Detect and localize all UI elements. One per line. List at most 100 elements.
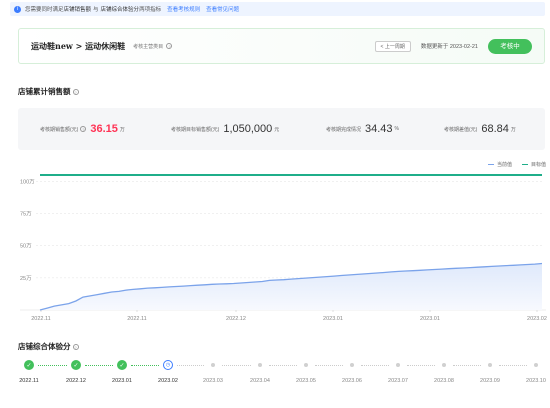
- notice-text-e: 两项指标: [139, 7, 162, 13]
- legend-swatch-target: [521, 163, 528, 166]
- sales-section-title: 店铺累计销售额 ?: [18, 86, 79, 97]
- view-rules-link[interactable]: 查看考核规则: [167, 7, 201, 13]
- legend-swatch-current: [487, 163, 494, 166]
- y-tick-label: 50万: [20, 243, 32, 250]
- timeline-label: 2023.04: [250, 378, 270, 384]
- stat-unit: 万: [119, 126, 125, 133]
- timeline-node-2023.05[interactable]: 2023.05: [286, 360, 326, 384]
- x-tick-label: 2022.11: [31, 316, 50, 322]
- timeline-connector: [499, 365, 527, 366]
- timeline-connector: [38, 365, 67, 366]
- y-tick-label: 75万: [20, 211, 32, 218]
- sales-line-chart: 100万 75万 50万 25万 2022.11 2022.11 2022.12 2023.0…: [0, 155, 550, 330]
- x-tick-label: 2023.01: [420, 316, 440, 322]
- future-dot-icon: [211, 363, 215, 367]
- timeline-connector: [177, 365, 204, 366]
- legend-current[interactable]: 当前值: [487, 161, 512, 168]
- stat-label: 考核期差值(元): [444, 126, 478, 133]
- notice-text-c: 与: [93, 7, 99, 13]
- stat-value: 1,050,000: [223, 123, 273, 135]
- stat-value: 68.84: [481, 123, 509, 135]
- stat-difference: 考核期差值(元) 68.84 万: [444, 108, 516, 150]
- legend-target[interactable]: 目标值: [521, 161, 546, 168]
- timeline-node-2023.02[interactable]: ◷ 2023.02: [148, 360, 188, 384]
- timeline-node-2023.01[interactable]: ✓ 2023.01: [102, 360, 142, 384]
- timeline-label: 2022.11: [19, 378, 39, 384]
- timeline-node-2023.03[interactable]: 2023.03: [193, 360, 233, 384]
- notice-text-a: 您需要同时满足: [25, 7, 64, 13]
- timeline-connector: [269, 365, 297, 366]
- timeline-label: 2022.12: [66, 378, 86, 384]
- stat-sales: 考核期销售额(元) ? 36.15 万: [40, 108, 125, 150]
- timeline-node-2022.11[interactable]: ✓ 2022.11: [9, 360, 49, 384]
- y-tick-label: 25万: [20, 275, 32, 282]
- clock-icon: ◷: [163, 360, 173, 370]
- timeline-connector: [131, 365, 159, 366]
- future-dot-icon: [396, 363, 400, 367]
- legend-label-current: 当前值: [496, 162, 512, 168]
- course-actions: < 上一周期 数据更新于 2023-02-21 考核中: [374, 38, 532, 54]
- timeline-connector: [407, 365, 435, 366]
- y-tick-label: 100万: [20, 178, 35, 185]
- experience-section-title-text: 店铺综合体验分: [18, 342, 71, 351]
- timeline-label: 2023.08: [434, 378, 454, 384]
- future-dot-icon: [304, 363, 308, 367]
- question-circle-icon[interactable]: ?: [72, 343, 79, 350]
- chart-legend: 当前值 目标值: [478, 161, 546, 168]
- stat-label: 考核期目标销售额(元): [171, 126, 220, 133]
- timeline-node-2022.12[interactable]: ✓ 2022.12: [56, 360, 96, 384]
- timeline-connector: [85, 365, 113, 366]
- check-icon: ✓: [117, 360, 127, 370]
- timeline-node-2023.04[interactable]: 2023.04: [240, 360, 280, 384]
- notice-text-d: 店铺综合体验分: [100, 7, 140, 13]
- sales-stats-panel: 考核期销售额(元) ? 36.15 万 考核期目标销售额(元) 1,050,00…: [18, 108, 545, 150]
- timeline-node-2023.07[interactable]: 2023.07: [378, 360, 418, 384]
- stat-unit: %: [394, 126, 399, 132]
- future-dot-icon: [442, 363, 446, 367]
- stat-label: 考核期销售额(元): [40, 126, 79, 133]
- check-icon: ✓: [24, 360, 34, 370]
- stat-unit: 元: [274, 126, 280, 133]
- category-subtitle: 考核主营类目 ?: [133, 43, 173, 50]
- status-in-assessment-button[interactable]: 考核中: [488, 38, 532, 54]
- timeline-node-2023.09[interactable]: 2023.09: [470, 360, 510, 384]
- x-tick-label: 2022.11: [127, 316, 146, 322]
- previous-period-button[interactable]: < 上一周期: [374, 40, 411, 52]
- question-circle-icon[interactable]: ?: [72, 88, 79, 95]
- info-icon: i: [14, 5, 21, 13]
- timeline-connector: [361, 365, 389, 366]
- x-tick-label: 2023.02: [527, 316, 547, 322]
- timeline-label: 2023.05: [296, 378, 316, 384]
- timeline-node-2023.10[interactable]: 2023.10: [516, 360, 550, 384]
- timeline-node-2023.08[interactable]: 2023.08: [424, 360, 464, 384]
- stat-target: 考核期目标销售额(元) 1,050,000 元: [171, 108, 279, 150]
- stat-label: 考核期完成情况: [326, 126, 362, 133]
- timeline-label: 2023.09: [480, 378, 500, 384]
- x-tick-label: 2022.12: [226, 316, 246, 322]
- update-time: 数据更新于 2023-02-21: [420, 44, 478, 50]
- notice-bar: i 您需要同时满足 店铺销售额 与 店铺综合体验分 两项指标 查看考核规则 查看…: [10, 2, 545, 16]
- category-subtitle-text: 考核主营类目: [133, 43, 164, 50]
- timeline-node-2023.06[interactable]: 2023.06: [332, 360, 372, 384]
- chart-canvas: 100万 75万 50万 25万 2022.11 2022.11 2022.12 2023.0…: [20, 174, 547, 322]
- future-dot-icon: [534, 363, 538, 367]
- timeline-label: 2023.10: [526, 378, 546, 384]
- check-icon: ✓: [71, 360, 81, 370]
- view-faq-link[interactable]: 查看常见问题: [206, 7, 240, 13]
- stat-value: 34.43: [365, 123, 393, 135]
- timeline-connector: [222, 365, 251, 366]
- future-dot-icon: [350, 363, 354, 367]
- assessment-category-card: 运动鞋new > 运动休闲鞋 考核主营类目 ? < 上一周期 数据更新于 202…: [18, 28, 545, 64]
- sales-section-title-text: 店铺累计销售额: [18, 87, 71, 96]
- stat-unit: 万: [510, 126, 516, 133]
- series-area-current: [40, 263, 542, 310]
- timeline-connector: [315, 365, 343, 366]
- question-circle-icon[interactable]: ?: [166, 43, 173, 50]
- future-dot-icon: [488, 363, 492, 367]
- category-title: 运动鞋new > 运动休闲鞋: [31, 40, 126, 51]
- timeline-label: 2023.06: [342, 378, 362, 384]
- notice-text-b: 店铺销售额: [63, 7, 92, 13]
- future-dot-icon: [258, 363, 262, 367]
- question-circle-icon[interactable]: ?: [80, 126, 87, 132]
- timeline-connector: [453, 365, 481, 366]
